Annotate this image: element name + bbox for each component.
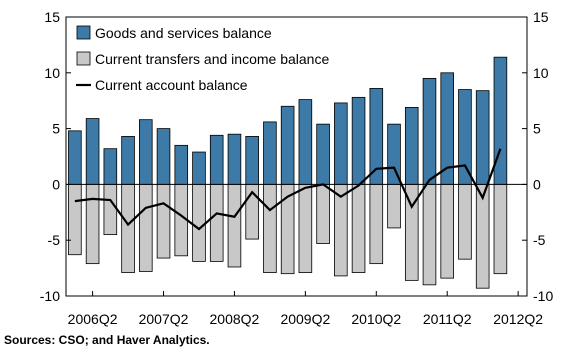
source-note: Sources: CSO; and Haver Analytics. — [4, 333, 210, 347]
goods-bar — [227, 133, 242, 185]
goods-bar — [280, 105, 295, 185]
transfers-bar — [458, 183, 472, 260]
x-tick-label: 2007Q2 — [139, 311, 189, 327]
transfers-bar — [422, 183, 437, 286]
y-tick-label-left: 5 — [52, 121, 60, 137]
transfers-bar — [103, 183, 118, 236]
y-tick-label-left: 0 — [52, 176, 60, 192]
y-tick-label-left: -5 — [48, 232, 61, 248]
goods-bar — [404, 107, 419, 185]
goods-bar — [298, 99, 313, 185]
transfers-bar — [316, 183, 330, 244]
y-tick-label-right: 15 — [533, 9, 549, 25]
goods-bar — [103, 148, 118, 185]
transfers-bar — [156, 183, 171, 259]
goods-bar — [209, 134, 224, 185]
goods-bar — [334, 102, 348, 185]
transfers-bar — [351, 183, 366, 273]
goods-bar — [263, 121, 277, 185]
x-tick-label: 2011Q2 — [423, 311, 472, 327]
y-axis-right: -10 -5 0 5 10 15 — [522, 9, 553, 304]
transfers-bar — [139, 183, 153, 272]
x-tick-label: 2009Q2 — [280, 311, 330, 327]
transfers-bar — [298, 183, 313, 273]
x-tick-label: 2010Q2 — [351, 311, 401, 327]
legend-label: Current account balance — [95, 77, 248, 93]
y-tick-label-right: -5 — [533, 232, 546, 248]
goods-bar — [422, 77, 437, 185]
chart: -10 -5 0 5 10 15 -10 -5 0 5 10 15 2006Q2 2007Q2 2008… — [40, 9, 554, 327]
y-tick-label-left: 15 — [44, 9, 60, 25]
legend: Goods and services balance Current transf… — [76, 25, 329, 93]
legend-label: Goods and services balance — [95, 25, 272, 41]
transfers-bar — [85, 183, 100, 265]
transfers-bar — [493, 183, 508, 275]
legend-swatch — [76, 51, 91, 66]
goods-bar — [458, 89, 472, 185]
plot-frame — [65, 16, 528, 297]
y-axis-left: -10 -5 0 5 10 15 — [40, 9, 71, 304]
transfers-bar — [68, 183, 82, 256]
legend-label: Current transfers and income balance — [95, 51, 329, 67]
y-tick-label-right: -10 — [533, 288, 553, 304]
goods-bar — [316, 123, 330, 185]
goods-services-bars — [68, 56, 508, 185]
transfers-bar — [121, 183, 135, 273]
transfers-bar — [227, 183, 242, 268]
legend-swatch — [76, 25, 91, 40]
goods-bar — [85, 118, 100, 185]
y-tick-label-right: 10 — [533, 65, 549, 81]
goods-bar — [351, 96, 366, 185]
transfers-bar — [192, 183, 206, 262]
goods-bar — [156, 128, 171, 185]
transfers-bar — [369, 183, 384, 265]
x-tick-label: 2008Q2 — [210, 311, 260, 327]
goods-bar — [68, 130, 82, 185]
y-tick-label-left: 10 — [44, 65, 60, 81]
goods-bar — [121, 136, 135, 185]
transfers-bar — [387, 183, 401, 229]
transfers-income-bars — [68, 183, 508, 289]
goods-bar — [192, 151, 206, 185]
y-tick-label-left: -10 — [40, 288, 60, 304]
x-tick-label: 2006Q2 — [68, 311, 118, 327]
goods-bar — [475, 90, 490, 185]
transfers-bar — [263, 183, 277, 273]
goods-bar — [493, 56, 508, 185]
goods-bar — [139, 119, 153, 185]
x-tick-label: 2012Q2 — [493, 311, 543, 327]
goods-bar — [245, 136, 259, 185]
goods-bar — [174, 144, 189, 185]
y-tick-label-right: 0 — [533, 176, 541, 192]
y-tick-label-right: 5 — [533, 121, 541, 137]
transfers-bar — [334, 183, 348, 277]
current-account-line — [74, 148, 502, 231]
x-axis: 2006Q2 2007Q2 2008Q2 2009Q2 2010Q2 2011Q2 2012… — [68, 291, 543, 327]
transfers-bar — [209, 183, 224, 262]
transfers-bar — [440, 183, 454, 279]
